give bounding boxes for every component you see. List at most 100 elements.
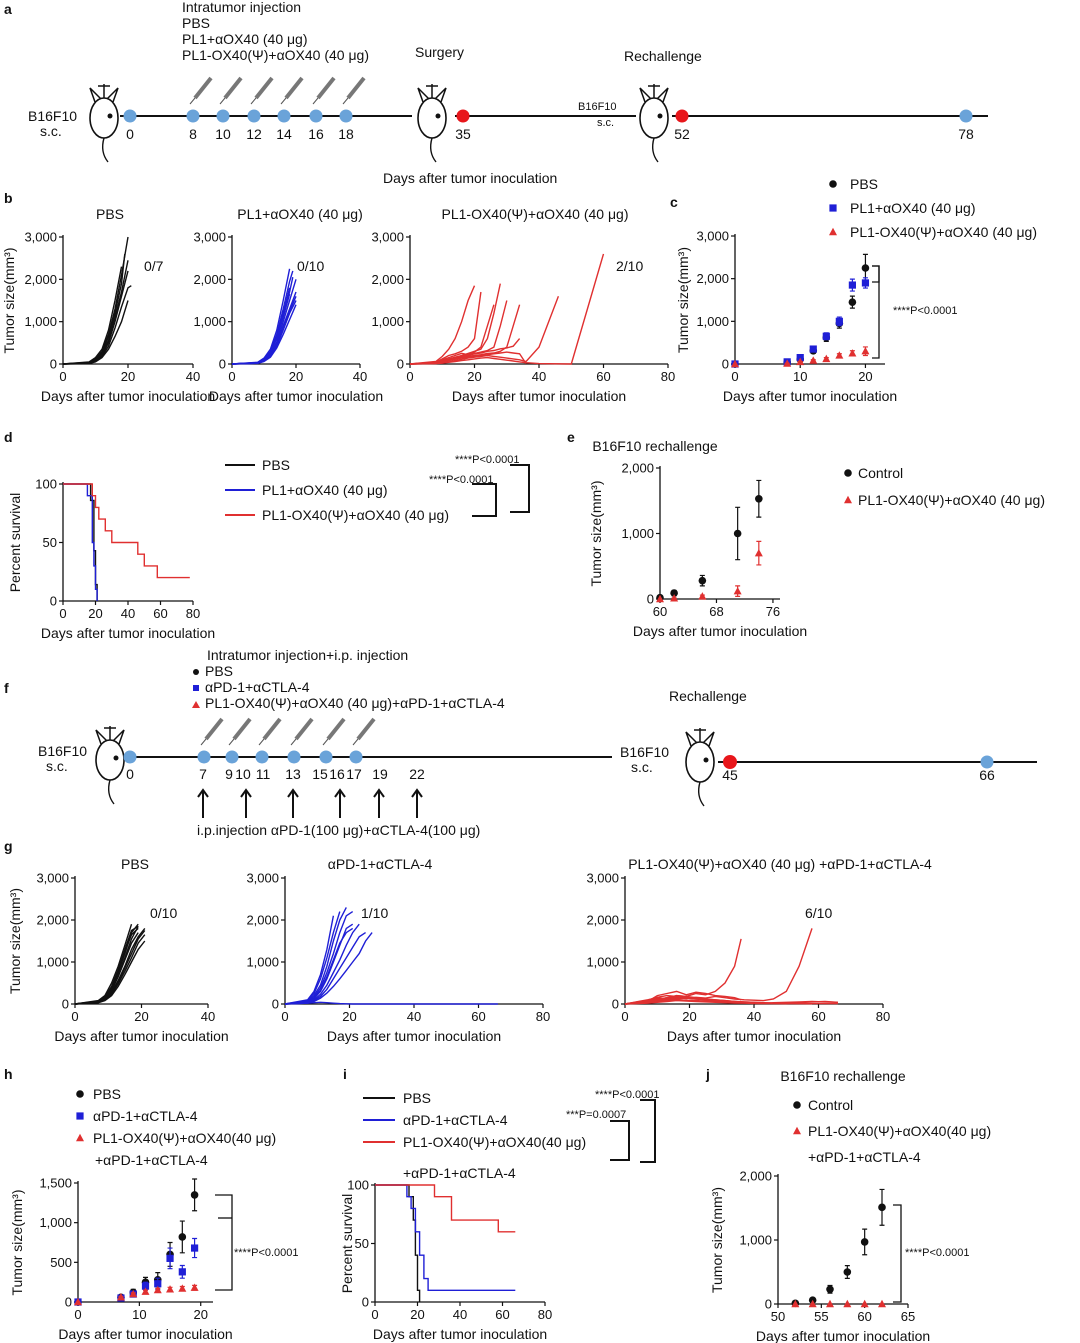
panel-label-c: c (670, 194, 678, 210)
chart-g2-series-3 (284, 911, 354, 1005)
schedule-a-title: Intratumor injection (182, 0, 301, 15)
schedule-f-day-label-7: 7 (199, 766, 207, 782)
chart-g2-series-7 (284, 927, 354, 1005)
schedule-f-day-label-19: 19 (372, 766, 388, 782)
panel-label-j: j (705, 1066, 710, 1082)
chart-e-point (698, 592, 707, 600)
schedule-a-group-3: PL1-OX40(Ψ)+αOX40 (40 μg) (182, 47, 369, 63)
chart-g3-xtick-label: 40 (747, 1009, 761, 1024)
chart-g1-ylabel: Tumor size(mm³) (7, 888, 23, 994)
chart-c-ytick-label: 3,000 (696, 229, 729, 244)
chart-j-xlabel: Days after tumor inoculation (756, 1328, 930, 1343)
chart-e-legend: Control PL1-OX40(Ψ)+αOX40 (40 μg) (844, 465, 1045, 508)
chart-d-legend-label-2: PL1-OX40(Ψ)+αOX40 (40 μg) (262, 507, 449, 523)
chart-g2-title: αPD-1+αCTLA-4 (328, 856, 433, 872)
schedule-a-syringe-icon-4 (280, 76, 304, 105)
chart-i-ytick-label: 50 (355, 1236, 369, 1251)
chart-h-xlabel: Days after tumor inoculation (58, 1326, 232, 1342)
schedule-a-rechallenge-route: s.c. (597, 117, 614, 129)
chart-g3-ytick-label: 3,000 (586, 871, 619, 886)
chart-i-series-1 (375, 1184, 516, 1292)
chart-c-xtick-label: 0 (731, 369, 738, 384)
chart-g3-xtick-label: 0 (621, 1009, 628, 1024)
chart-g3-ytick-label: 1,000 (586, 955, 619, 970)
chart-b1-series-5 (62, 260, 129, 365)
stats-j-text: ****P<0.0001 (905, 1247, 970, 1259)
schedule-f-day-label-0: 0 (126, 766, 134, 782)
chart-e-legend-marker-1 (844, 495, 852, 504)
stats-i-text-1: ****P<0.0001 (595, 1089, 660, 1101)
stats-j-bracket (893, 1204, 902, 1303)
schedule-f-mouse-1 (95, 726, 125, 805)
panel-label-e: e (567, 429, 575, 445)
chart-g3-title: PL1-OX40(Ψ)+αOX40 (40 μg) +αPD-1+αCTLA-4 (628, 856, 932, 872)
chart-c-xlabel: Days after tumor inoculation (723, 388, 897, 404)
chart-b2-xtick-label: 0 (228, 369, 235, 384)
schedule-a-day-2-label: 10 (215, 126, 231, 142)
stats-d-text-1: ****P<0.0001 (455, 454, 520, 466)
schedule-f-legend-pbs-marker (193, 669, 199, 675)
chart-b3-series-9 (409, 351, 527, 365)
schedule-f-dot-7 (197, 750, 211, 764)
chart-b1-ytick-label: 2,000 (24, 272, 57, 287)
chart-c-ylabel: Tumor size(mm³) (675, 247, 691, 353)
chart-b1-ytick-label: 0 (50, 357, 57, 372)
chart-b3-xtick-label: 20 (467, 369, 481, 384)
chart-e-xtick-label: 60 (653, 604, 667, 619)
chart-g1-ytick-label: 0 (62, 997, 69, 1012)
schedule-f-legend-combo-marker (193, 685, 199, 691)
chart-h-legend-label-1: αPD-1+αCTLA-4 (93, 1108, 198, 1124)
fraction-b-pl1: 0/10 (297, 258, 324, 274)
chart-h-ytick-label: 0 (65, 1295, 72, 1310)
chart-j-point (808, 1299, 817, 1308)
chart-e-xtick-label: 76 (766, 604, 780, 619)
chart-j-legend-label-0: Control (808, 1097, 853, 1113)
schedule-f-day-label-15: 15 (312, 766, 328, 782)
chart-b2-xtick-label: 40 (353, 369, 367, 384)
chart-c-point (861, 264, 870, 272)
schedule-f-group-2: αPD-1+αCTLA-4 (205, 679, 310, 695)
chart-g1-xlabel: Days after tumor inoculation (54, 1028, 228, 1044)
schedule-f-dot-11 (255, 750, 269, 764)
chart-h-legend-label-2: PL1-OX40(Ψ)+αOX40(40 μg) (93, 1130, 276, 1146)
schedule-f-rechallenge-route: s.c. (631, 759, 653, 775)
chart-c: 0 10 20 0 1,000 2,000 3,000 Days after tumor in… (675, 176, 1037, 404)
schedule-f-day-label-13: 13 (285, 766, 301, 782)
chart-c-point (783, 359, 792, 367)
schedule-a-syringe-icon-3 (250, 76, 274, 105)
chart-h: 0 10 20 0 500 1,000 1,500 Days after tumor inoc… (9, 1086, 276, 1342)
fraction-g-combo: 1/10 (361, 905, 388, 921)
schedule-a-model: B16F10 (28, 108, 77, 124)
schedule-a-day-1-label: 8 (189, 126, 197, 142)
chart-i-xlabel: Days after tumor inoculation (373, 1326, 547, 1342)
chart-g2-xtick-label: 80 (536, 1009, 550, 1024)
schedule-f-ip-arrow-icon-5 (411, 788, 423, 818)
chart-d-ylabel: Percent survival (7, 493, 23, 593)
schedule-f-end-dot (980, 755, 994, 769)
schedule-f-syringe-icon-10 (228, 717, 252, 746)
chart-e-point (698, 576, 707, 585)
chart-b3-ytick-label: 1,000 (371, 314, 404, 329)
chart-b2-xtick-label: 20 (289, 369, 303, 384)
chart-j-point (878, 1299, 886, 1308)
chart-c-point (848, 298, 857, 306)
chart-g2-xtick-label: 0 (281, 1009, 288, 1024)
chart-c-ytick-label: 1,000 (696, 314, 729, 329)
schedule-f-rechallenge-dot (723, 755, 737, 769)
chart-b1-series-6 (62, 300, 129, 365)
chart-e-xlabel: Days after tumor inoculation (633, 623, 807, 639)
chart-h-legend-label-0: PBS (93, 1086, 121, 1102)
chart-j-legend-label-2: +αPD-1+αCTLA-4 (808, 1149, 921, 1165)
chart-h-point (190, 1191, 199, 1199)
chart-h-point (141, 1282, 150, 1290)
chart-d-xtick-label: 40 (121, 606, 135, 621)
stats-c-bracket (872, 265, 880, 359)
schedule-a-day-4-label: 14 (276, 126, 292, 142)
schedule-f-dot-16 (319, 750, 333, 764)
schedule-a-day-3-dot (247, 109, 261, 123)
chart-b2-series-5 (231, 304, 297, 365)
chart-c-point (861, 347, 870, 355)
stats-h-text: ****P<0.0001 (234, 1247, 299, 1259)
chart-b1-ytick-label: 1,000 (24, 314, 57, 329)
